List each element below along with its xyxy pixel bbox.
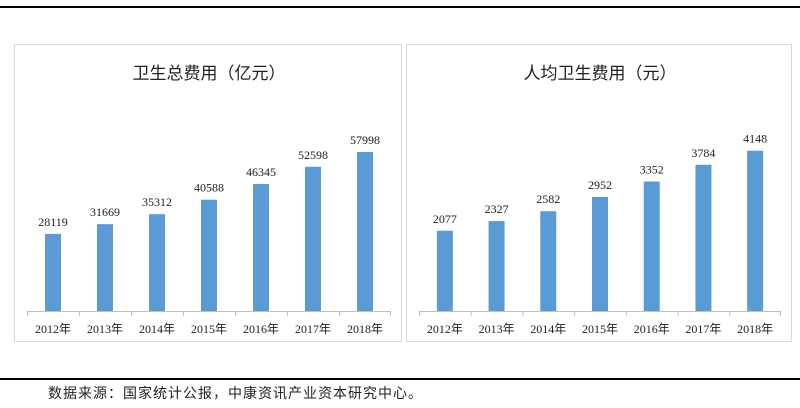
data-label: 2077 xyxy=(433,212,457,226)
source-note: 数据来源：国家统计公报，中康资讯产业资本研究中心。 xyxy=(48,386,423,402)
x-tick-label: 2018年 xyxy=(737,322,773,336)
x-tick-label: 2017年 xyxy=(295,322,331,336)
data-label: 4148 xyxy=(743,132,767,146)
bar xyxy=(357,151,373,311)
data-label: 31669 xyxy=(90,205,120,219)
total-expenditure-chart: 卫生总费用（亿元） 28119 2012年 31669 2013年 35312 2014年 4… xyxy=(27,64,391,336)
data-label: 28119 xyxy=(38,215,68,229)
x-tick-label: 2013年 xyxy=(87,322,123,336)
chart-title: 人均卫生费用（元） xyxy=(524,64,677,84)
x-tick-label: 2014年 xyxy=(139,322,175,336)
x-tick-label: 2016年 xyxy=(634,322,670,336)
x-tick-label: 2013年 xyxy=(479,322,515,336)
x-tick-label: 2015年 xyxy=(582,322,618,336)
data-label: 35312 xyxy=(142,195,172,209)
data-label: 2582 xyxy=(536,192,560,206)
data-label: 40588 xyxy=(194,181,224,195)
x-tick-label: 2012年 xyxy=(427,322,463,336)
bar xyxy=(540,211,557,311)
x-tick-label: 2014年 xyxy=(530,322,566,336)
data-label: 46345 xyxy=(246,165,276,179)
data-label: 57998 xyxy=(350,133,380,147)
data-label: 3784 xyxy=(691,146,715,160)
x-tick-label: 2018年 xyxy=(347,322,383,336)
bar xyxy=(436,230,453,311)
top-rule xyxy=(0,6,800,8)
per-capita-expenditure-chart: 人均卫生费用（元） 2077 2012年 2327 2013年 2582 2014年 2952… xyxy=(419,64,781,336)
data-label: 52598 xyxy=(298,148,328,162)
data-label: 3352 xyxy=(640,162,664,176)
chart-title: 卫生总费用（亿元） xyxy=(133,64,286,84)
bar xyxy=(253,183,269,311)
x-tick-label: 2016年 xyxy=(243,322,279,336)
bar xyxy=(643,181,660,311)
chart-panel-per-capita-expenditure: 人均卫生费用（元） 2077 2012年 2327 2013年 2582 2014年 2952… xyxy=(406,44,792,342)
x-tick-label: 2012年 xyxy=(35,322,71,336)
bar xyxy=(97,224,113,311)
data-label: 2327 xyxy=(485,202,509,216)
bar xyxy=(592,196,608,311)
bottom-rule xyxy=(0,378,800,380)
bar xyxy=(488,221,505,311)
bar xyxy=(149,214,165,311)
bar xyxy=(695,164,712,311)
data-label: 2952 xyxy=(588,178,612,192)
x-tick-label: 2017年 xyxy=(685,322,721,336)
x-tick-label: 2015年 xyxy=(191,322,227,336)
bar xyxy=(305,166,321,311)
chart-panel-total-expenditure: 卫生总费用（亿元） 28119 2012年 31669 2013年 35312 2014年 4… xyxy=(14,44,402,342)
bar xyxy=(45,233,61,311)
bar xyxy=(201,199,217,311)
bar xyxy=(747,150,764,311)
